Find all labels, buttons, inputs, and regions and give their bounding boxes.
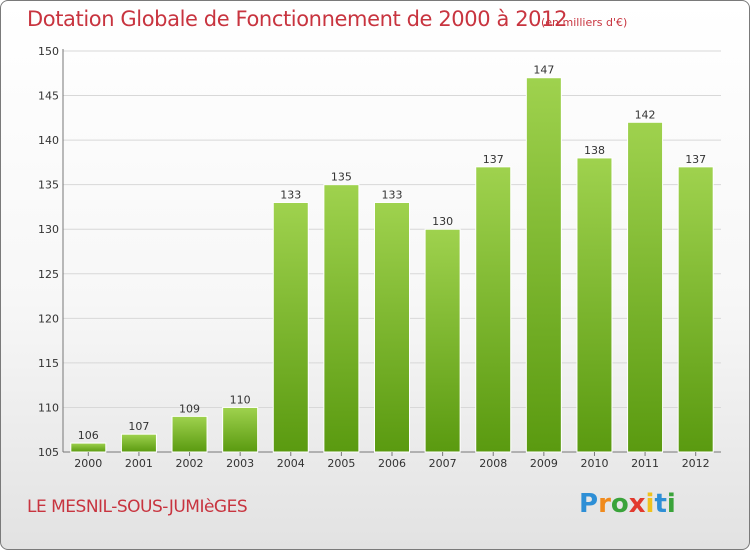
chart-title: Dotation Globale de Fonctionnement de 20… — [27, 7, 568, 31]
logo-letter: i — [645, 489, 655, 519]
bar-2009 — [525, 77, 562, 453]
bar-2010 — [576, 157, 613, 453]
y-tick-label: 110 — [38, 401, 59, 414]
y-tick-label: 130 — [38, 223, 59, 236]
bar-2004 — [272, 201, 309, 453]
logo-letter: x — [628, 489, 646, 519]
value-label: 133 — [382, 188, 403, 201]
logo-letter: r — [598, 489, 611, 519]
x-tick-label: 2011 — [631, 457, 659, 470]
bar-2007 — [424, 228, 461, 453]
value-label: 142 — [635, 108, 656, 121]
y-tick-label: 135 — [38, 179, 59, 192]
value-label: 107 — [128, 420, 149, 433]
y-tick-label: 145 — [38, 90, 59, 103]
x-tick-label: 2010 — [580, 457, 608, 470]
x-tick-label: 2006 — [378, 457, 406, 470]
bar-2002 — [171, 415, 208, 453]
x-tick-label: 2004 — [277, 457, 305, 470]
bar-2001 — [120, 433, 157, 453]
y-tick-label: 105 — [38, 446, 59, 459]
bar-2000 — [70, 442, 107, 453]
x-tick-label: 2003 — [226, 457, 254, 470]
value-label: 147 — [533, 64, 554, 77]
x-tick-label: 2007 — [429, 457, 457, 470]
value-label: 133 — [280, 188, 301, 201]
bar-2011 — [627, 121, 664, 453]
logo-letter: t — [654, 489, 667, 519]
y-tick-label: 115 — [38, 357, 59, 370]
y-tick-label: 125 — [38, 268, 59, 281]
x-tick-label: 2001 — [125, 457, 153, 470]
y-tick-label: 140 — [38, 134, 59, 147]
x-tick-label: 2005 — [327, 457, 355, 470]
commune-name: LE MESNIL-SOUS-JUMIèGES — [27, 497, 248, 517]
value-label: 138 — [584, 144, 605, 157]
value-label: 110 — [230, 393, 251, 406]
y-tick-label: 120 — [38, 312, 59, 325]
x-tick-label: 2009 — [530, 457, 558, 470]
value-label: 109 — [179, 402, 200, 415]
logo-letter: P — [579, 489, 599, 519]
logo-letter: i — [666, 489, 676, 519]
value-label: 135 — [331, 171, 352, 184]
bar-2008 — [475, 166, 512, 453]
logo-letter: o — [610, 489, 629, 519]
unit-label: (en milliers d'€) — [541, 16, 628, 29]
bar-2003 — [222, 406, 259, 453]
x-tick-label: 2012 — [682, 457, 710, 470]
bar-2005 — [323, 184, 360, 453]
x-tick-label: 2002 — [176, 457, 204, 470]
bar-2006 — [374, 201, 410, 453]
y-tick-label: 150 — [38, 45, 59, 58]
value-label: 137 — [685, 153, 706, 166]
value-label: 137 — [483, 153, 504, 166]
x-tick-label: 2008 — [479, 457, 507, 470]
x-tick-label: 2000 — [74, 457, 102, 470]
value-label: 130 — [432, 215, 453, 228]
value-label: 106 — [78, 429, 99, 442]
bar-2012 — [677, 166, 714, 453]
